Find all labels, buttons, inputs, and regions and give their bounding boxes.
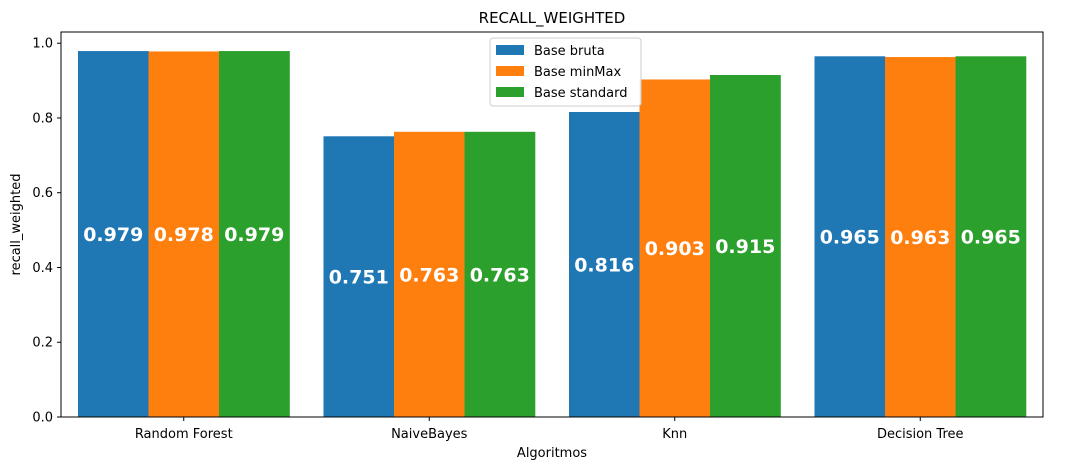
x-axis: Random Forest NaiveBayes Knn Decision Tree	[135, 417, 964, 442]
bar-base-standard-knn	[710, 74, 781, 417]
y-tick-label: 1.0	[32, 37, 53, 52]
bar-base-minmax-decision-tree	[885, 57, 956, 417]
bar-value-label: 0.915	[715, 236, 775, 258]
legend-box	[489, 37, 642, 107]
bar-value-label: 0.965	[961, 227, 1021, 249]
bar-base-bruta-knn	[569, 111, 640, 417]
legend-swatch	[496, 87, 524, 97]
y-axis: 0.0 0.2 0.4 0.6 0.8 1.0	[32, 37, 61, 426]
y-tick-label: 0.2	[32, 336, 53, 351]
bar-value-label: 0.816	[574, 254, 634, 276]
bar-value-label: 0.978	[154, 224, 214, 246]
y-tick-label: 0.6	[32, 186, 53, 201]
bar-value-label: 0.965	[820, 227, 880, 249]
legend-label: Base bruta	[534, 44, 605, 59]
bar-base-bruta-decision-tree	[814, 56, 886, 418]
chart-title: RECALL_WEIGHTED	[479, 9, 626, 28]
x-tick-label: Decision Tree	[877, 427, 964, 442]
bar-base-minmax-knn	[639, 79, 711, 417]
bar-base-standard-naivebayes	[464, 131, 536, 417]
x-tick-label: Knn	[662, 427, 687, 442]
bar-value-label: 0.963	[890, 227, 950, 249]
legend-label: Base minMax	[534, 65, 621, 80]
bar-value-label: 0.751	[329, 267, 389, 289]
bar-base-bruta-naivebayes	[323, 136, 395, 417]
y-axis-label: recall_weighted	[9, 174, 24, 276]
legend: Base bruta Base minMax Base standard	[489, 37, 642, 107]
x-tick-label: Random Forest	[135, 427, 233, 442]
bar-value-label: 0.763	[399, 264, 459, 286]
plot-frame	[60, 31, 1044, 418]
bar-value-label: 0.763	[470, 264, 530, 286]
y-tick-label: 0.0	[32, 411, 53, 426]
bar-base-standard-random-forest	[219, 51, 290, 417]
bar-base-standard-decision-tree	[955, 56, 1027, 418]
bar-value-label: 0.979	[224, 224, 284, 246]
legend-label: Base standard	[534, 86, 627, 101]
y-tick-label: 0.4	[32, 261, 53, 276]
bar-value-label: 0.903	[645, 238, 705, 260]
y-tick-label: 0.8	[32, 111, 53, 126]
x-axis-label: Algoritmos	[517, 446, 587, 461]
x-tick-label: NaiveBayes	[391, 427, 468, 442]
legend-swatch	[496, 66, 524, 76]
bar-base-minmax-random-forest	[148, 51, 220, 418]
bars-group	[78, 51, 1027, 418]
bar-value-label: 0.979	[83, 224, 143, 246]
bar-base-minmax-naivebayes	[394, 131, 465, 417]
legend-swatch	[496, 45, 524, 55]
bar-base-bruta-random-forest	[78, 51, 149, 417]
bar-labels-group: 0.979 0.978 0.979 0.751 0.763 0.763 0.816 0.903…	[83, 224, 1021, 289]
